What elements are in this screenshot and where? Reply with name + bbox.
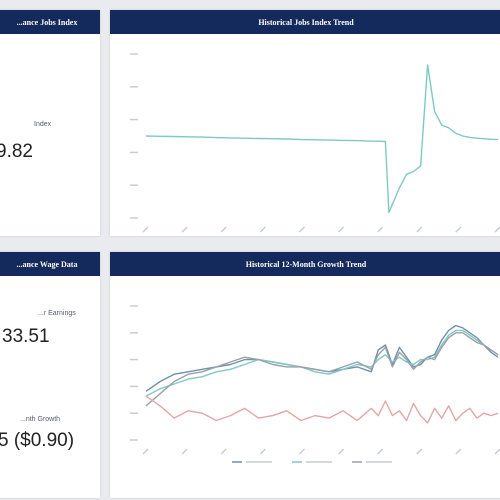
wage-kpi-panel: ...ance Wage Data ...r Earnings 33.51 ..… bbox=[0, 252, 100, 498]
earnings-label: ...r Earnings bbox=[38, 310, 76, 317]
x-tick-mark bbox=[416, 448, 423, 455]
growth-label: ...nth Growth bbox=[20, 416, 61, 423]
x-tick-mark bbox=[298, 226, 305, 233]
jobs-trend-title: Historical Jobs Index Trend bbox=[110, 10, 500, 34]
series-line-4 bbox=[145, 395, 499, 424]
earnings-value: 33.51 bbox=[2, 326, 50, 347]
x-tick-mark bbox=[181, 448, 188, 455]
index-kpi-label: Index bbox=[34, 121, 52, 128]
growth-trend-panel: Historical 12-Month Growth Trend bbox=[110, 252, 500, 498]
x-tick-mark bbox=[416, 226, 423, 233]
x-tick-mark bbox=[142, 226, 149, 233]
x-tick-mark bbox=[455, 226, 462, 233]
jobs-index-chart bbox=[130, 53, 500, 233]
series-line-2 bbox=[145, 329, 499, 397]
series-line-3 bbox=[145, 332, 499, 407]
x-tick-mark bbox=[338, 226, 345, 233]
x-tick-mark bbox=[494, 226, 500, 233]
index-kpi-title: ...ance Jobs Index bbox=[0, 10, 100, 34]
growth-value: 5 ($0.90) bbox=[0, 430, 75, 451]
x-tick-mark bbox=[220, 226, 227, 233]
x-tick-mark bbox=[220, 448, 227, 455]
x-tick-mark bbox=[494, 448, 500, 455]
x-tick-mark bbox=[298, 448, 305, 455]
x-tick-mark bbox=[338, 448, 345, 455]
x-tick-mark bbox=[455, 448, 462, 455]
x-tick-mark bbox=[377, 448, 384, 455]
jobs-trend-panel: Historical Jobs Index Trend bbox=[110, 10, 500, 236]
series-line-1 bbox=[145, 64, 499, 214]
x-tick-mark bbox=[142, 448, 149, 455]
x-tick-mark bbox=[259, 226, 266, 233]
x-tick-mark bbox=[181, 226, 188, 233]
wage-kpi-title: ...ance Wage Data bbox=[0, 252, 100, 276]
index-kpi-value: 9.82 bbox=[0, 141, 33, 162]
x-tick-mark bbox=[259, 448, 266, 455]
index-kpi-panel: ...ance Jobs Index Index 9.82 bbox=[0, 10, 100, 236]
x-tick-mark bbox=[377, 226, 384, 233]
growth-trend-title: Historical 12-Month Growth Trend bbox=[110, 252, 500, 276]
growth-trend-chart bbox=[130, 305, 500, 463]
series-line-1 bbox=[145, 324, 499, 392]
